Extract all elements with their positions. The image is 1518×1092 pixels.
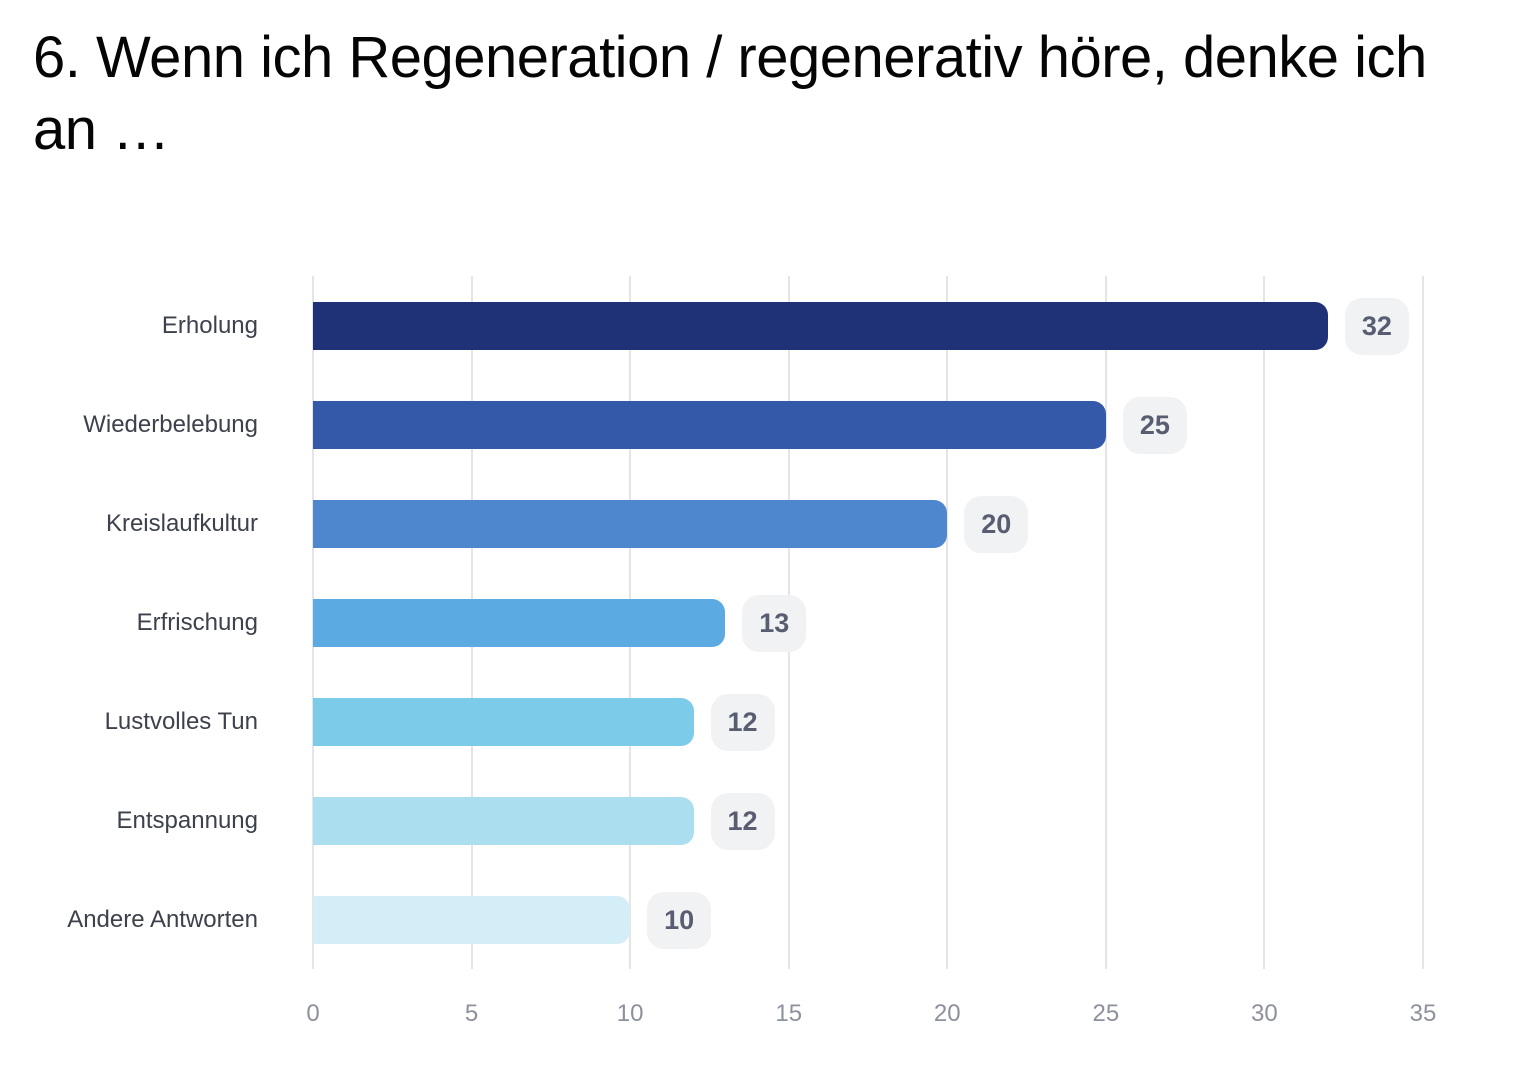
category-label-kreislaufkultur: Kreislaufkultur bbox=[105, 510, 258, 537]
x-axis-tick-25: 25 bbox=[1092, 1000, 1120, 1027]
x-axis-tick-15: 15 bbox=[775, 1000, 803, 1027]
bar-lustvolles-tun bbox=[313, 698, 694, 746]
category-label-erfrischung: Erfrischung bbox=[136, 609, 258, 636]
category-label-wiederbelebung: Wiederbelebung bbox=[83, 411, 258, 438]
category-label-erholung: Erholung bbox=[161, 312, 258, 339]
value-badge-erholung: 32 bbox=[1344, 297, 1409, 355]
value-badge-lustvolles-tun: 12 bbox=[710, 693, 775, 751]
value-badge-wiederbelebung: 25 bbox=[1122, 396, 1187, 454]
bar-erholung bbox=[313, 302, 1328, 350]
x-axis-tick-30: 30 bbox=[1251, 1000, 1278, 1027]
gridline-35 bbox=[1421, 276, 1424, 969]
bar-andere-antworten bbox=[313, 896, 631, 944]
value-badge-erfrischung: 13 bbox=[742, 594, 807, 652]
gridline-20 bbox=[946, 276, 949, 969]
bar-erfrischung bbox=[313, 599, 726, 647]
x-axis-tick-0: 0 bbox=[306, 1000, 320, 1027]
x-axis-tick-35: 35 bbox=[1409, 1000, 1437, 1027]
x-axis-tick-5: 5 bbox=[464, 1000, 479, 1027]
gridline-25 bbox=[1104, 276, 1107, 969]
category-label-entspannung: Entspannung bbox=[116, 807, 258, 834]
chart-title: 6. Wenn ich Regeneration / regenerativ h… bbox=[33, 25, 1427, 162]
x-axis-tick-10: 10 bbox=[616, 1000, 644, 1027]
value-badge-andere-antworten: 10 bbox=[647, 891, 712, 949]
bar-wiederbelebung bbox=[313, 401, 1106, 449]
value-badge-entspannung: 12 bbox=[710, 792, 775, 850]
bar-kreislaufkultur bbox=[313, 500, 948, 548]
x-axis-tick-20: 20 bbox=[933, 1000, 961, 1027]
value-badge-kreislaufkultur: 20 bbox=[964, 495, 1029, 553]
category-label-lustvolles-tun: Lustvolles Tun bbox=[104, 708, 258, 735]
category-label-andere-antworten: Andere Antworten bbox=[67, 906, 258, 933]
gridline-30 bbox=[1263, 276, 1266, 969]
bar-entspannung bbox=[313, 797, 694, 845]
